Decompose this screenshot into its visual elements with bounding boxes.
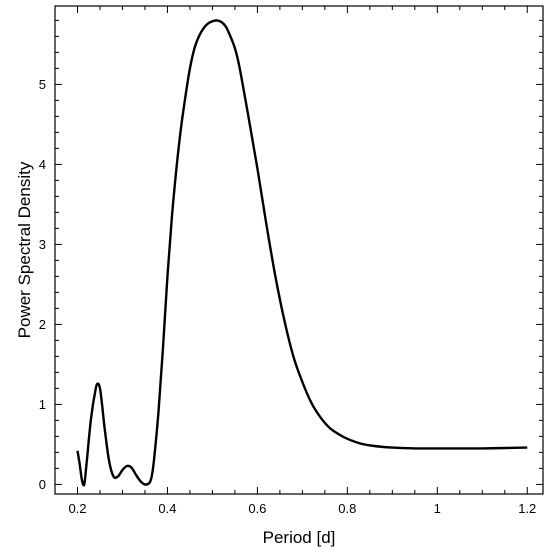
x-tick-label: 0.6 xyxy=(248,501,266,516)
x-tick-label: 1 xyxy=(434,501,441,516)
x-tick-label: 1.2 xyxy=(518,501,536,516)
y-tick-label: 1 xyxy=(39,397,46,412)
axis-ticks xyxy=(54,6,543,494)
series-layer xyxy=(76,19,528,487)
y-tick-label: 3 xyxy=(39,237,46,252)
x-tick-label: 0.8 xyxy=(338,501,356,516)
y-tick-label: 4 xyxy=(39,157,46,172)
psd-series-line xyxy=(76,19,528,487)
x-tick-label: 0.2 xyxy=(68,501,86,516)
x-axis-label: Period [d] xyxy=(263,528,336,547)
y-axis-label: Power Spectral Density xyxy=(15,161,34,338)
y-tick-label: 0 xyxy=(39,477,46,492)
y-tick-label: 2 xyxy=(39,317,46,332)
x-tick-label: 0.4 xyxy=(158,501,176,516)
tick-labels: 0.2 0.4 0.6 0.8 1 1.2 0 1 2 3 4 5 xyxy=(39,77,537,516)
plot-frame xyxy=(54,5,544,495)
y-tick-label: 5 xyxy=(39,77,46,92)
